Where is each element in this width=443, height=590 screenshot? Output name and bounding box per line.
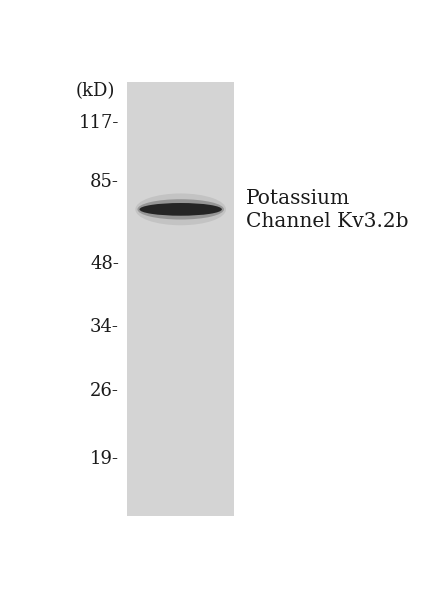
Text: 26-: 26- (90, 382, 119, 400)
Ellipse shape (140, 203, 222, 216)
Bar (128, 82, 234, 516)
Ellipse shape (137, 199, 224, 219)
Text: 34-: 34- (90, 319, 119, 336)
Text: 48-: 48- (90, 255, 119, 273)
Text: 85-: 85- (90, 173, 119, 191)
Text: 19-: 19- (90, 450, 119, 468)
Text: Channel Kv3.2b: Channel Kv3.2b (246, 212, 408, 231)
Ellipse shape (136, 194, 226, 225)
Text: Potassium: Potassium (246, 188, 350, 208)
Text: 117-: 117- (78, 114, 119, 132)
Text: (kD): (kD) (76, 82, 116, 100)
